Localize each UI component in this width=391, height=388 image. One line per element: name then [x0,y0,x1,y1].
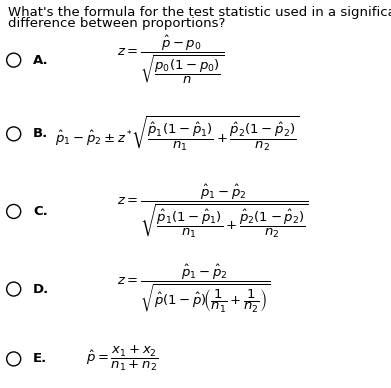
Text: $z = \dfrac{\hat{p}_1 - \hat{p}_2}{\sqrt{\hat{p}(1-\hat{p})\!\left(\dfrac{1}{n_1: $z = \dfrac{\hat{p}_1 - \hat{p}_2}{\sqrt… [117,263,271,315]
Text: E.: E. [33,352,47,365]
Text: $\hat{p}_1 - \hat{p}_2 \pm z^*\!\sqrt{\dfrac{\hat{p}_1(1-\hat{p}_1)}{n_1} + \dfr: $\hat{p}_1 - \hat{p}_2 \pm z^*\!\sqrt{\d… [55,114,300,153]
Text: D.: D. [33,282,50,296]
Text: C.: C. [33,205,48,218]
Text: A.: A. [33,54,49,67]
Text: $z = \dfrac{\hat{p} - p_0}{\sqrt{\dfrac{p_0(1-p_0)}{n}}}$: $z = \dfrac{\hat{p} - p_0}{\sqrt{\dfrac{… [117,34,224,86]
Text: $z = \dfrac{\hat{p}_1 - \hat{p}_2}{\sqrt{\dfrac{\hat{p}_1(1-\hat{p}_1)}{n_1} + \: $z = \dfrac{\hat{p}_1 - \hat{p}_2}{\sqrt… [117,182,309,241]
Text: $\hat{p} = \dfrac{x_1 + x_2}{n_1 + n_2}$: $\hat{p} = \dfrac{x_1 + x_2}{n_1 + n_2}$ [86,345,158,373]
Text: difference between proportions?: difference between proportions? [8,17,225,31]
Text: What's the formula for the test statistic used in a significance test of the: What's the formula for the test statisti… [8,6,391,19]
Text: B.: B. [33,127,48,140]
